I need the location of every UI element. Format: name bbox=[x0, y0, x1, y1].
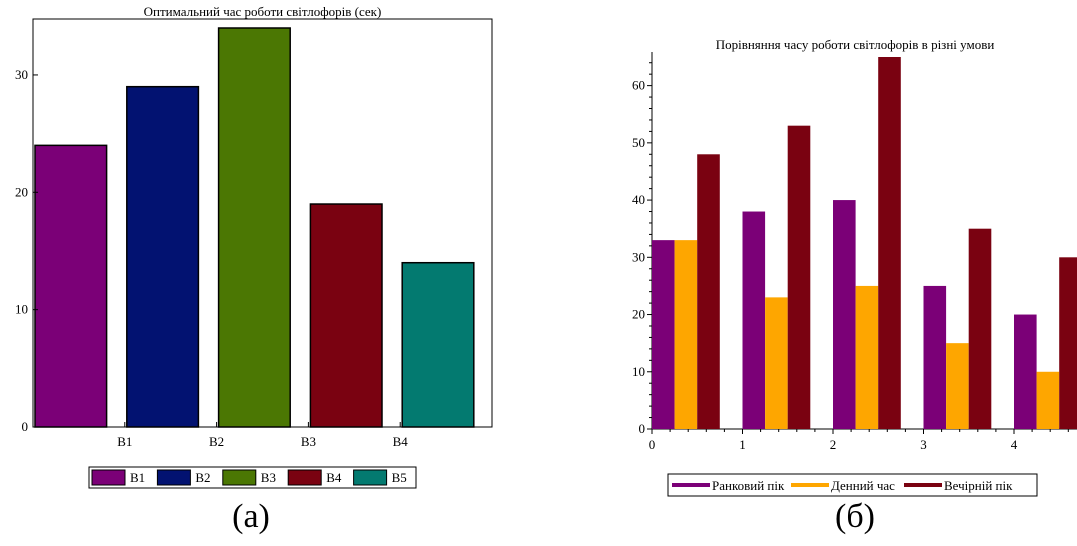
x-tick-label: В4 bbox=[393, 434, 409, 449]
y-tick-label: 40 bbox=[632, 192, 645, 207]
bar-1-3 bbox=[923, 285, 947, 429]
legend-swatch bbox=[287, 469, 322, 486]
bar-1-0 bbox=[652, 240, 675, 429]
legend-label: В3 bbox=[261, 470, 276, 485]
y-tick-label: 10 bbox=[15, 302, 28, 317]
legend-swatch bbox=[353, 469, 388, 486]
y-tick-label: 30 bbox=[632, 249, 645, 264]
x-tick-label: В3 bbox=[301, 434, 316, 449]
x-tick-label: В2 bbox=[209, 434, 224, 449]
bar-2-3 bbox=[946, 343, 969, 429]
bar-2-2 bbox=[855, 285, 879, 429]
legend-swatch bbox=[91, 469, 126, 486]
legend-swatch bbox=[156, 469, 191, 486]
chart-a: Оптимальний час роботи світлофорів (сек)… bbox=[15, 4, 493, 489]
bar-3-2 bbox=[878, 57, 901, 429]
y-tick-label: 20 bbox=[632, 307, 645, 322]
y-tick-label: 50 bbox=[632, 135, 645, 150]
bar-3-4 bbox=[1059, 257, 1077, 429]
legend-swatch bbox=[222, 469, 257, 486]
y-tick-label: 30 bbox=[15, 67, 28, 82]
legend-label: В2 bbox=[195, 470, 210, 485]
chart-b: Порівняння часу роботи світлофорів в різ… bbox=[632, 37, 1077, 497]
bar-В3 bbox=[217, 27, 291, 428]
x-tick-label: 2 bbox=[830, 437, 837, 452]
bar-2-0 bbox=[674, 240, 698, 429]
legend-box bbox=[667, 473, 1038, 497]
y-tick-label: 0 bbox=[22, 419, 29, 434]
x-tick-label: 4 bbox=[1011, 437, 1018, 452]
y-tick-label: 60 bbox=[632, 78, 645, 93]
caption-a: (а) bbox=[232, 498, 270, 535]
legend-label: В4 bbox=[326, 470, 342, 485]
x-tick-label: 0 bbox=[649, 437, 656, 452]
legend-label: Денний час bbox=[831, 478, 895, 493]
bar-2-1 bbox=[765, 297, 788, 429]
y-tick-label: 10 bbox=[632, 364, 645, 379]
bar-1-4 bbox=[1014, 314, 1037, 429]
bar-3-3 bbox=[968, 228, 992, 429]
x-tick-label: 1 bbox=[739, 437, 746, 452]
legend-label: В1 bbox=[130, 470, 145, 485]
bar-В5 bbox=[401, 261, 475, 428]
y-tick-label: 0 bbox=[639, 421, 646, 436]
bar-В2 bbox=[126, 85, 200, 428]
bar-3-1 bbox=[787, 125, 811, 429]
bar-1-2 bbox=[833, 200, 856, 429]
bar-В1 bbox=[34, 144, 108, 428]
x-tick-label: 3 bbox=[920, 437, 927, 452]
y-tick-label: 20 bbox=[15, 184, 28, 199]
legend-label: Вечірній пік bbox=[944, 478, 1013, 493]
legend-label: В5 bbox=[392, 470, 407, 485]
legend-label: Ранковий пік bbox=[712, 478, 785, 493]
chart-title: Оптимальний час роботи світлофорів (сек) bbox=[144, 4, 382, 19]
bar-1-1 bbox=[742, 211, 766, 429]
x-tick-label: В1 bbox=[117, 434, 132, 449]
chart-title: Порівняння часу роботи світлофорів в різ… bbox=[716, 37, 995, 52]
bar-2-4 bbox=[1036, 371, 1060, 429]
bar-В4 bbox=[309, 203, 383, 428]
bar-3-0 bbox=[697, 154, 720, 430]
caption-b: (б) bbox=[835, 498, 875, 535]
